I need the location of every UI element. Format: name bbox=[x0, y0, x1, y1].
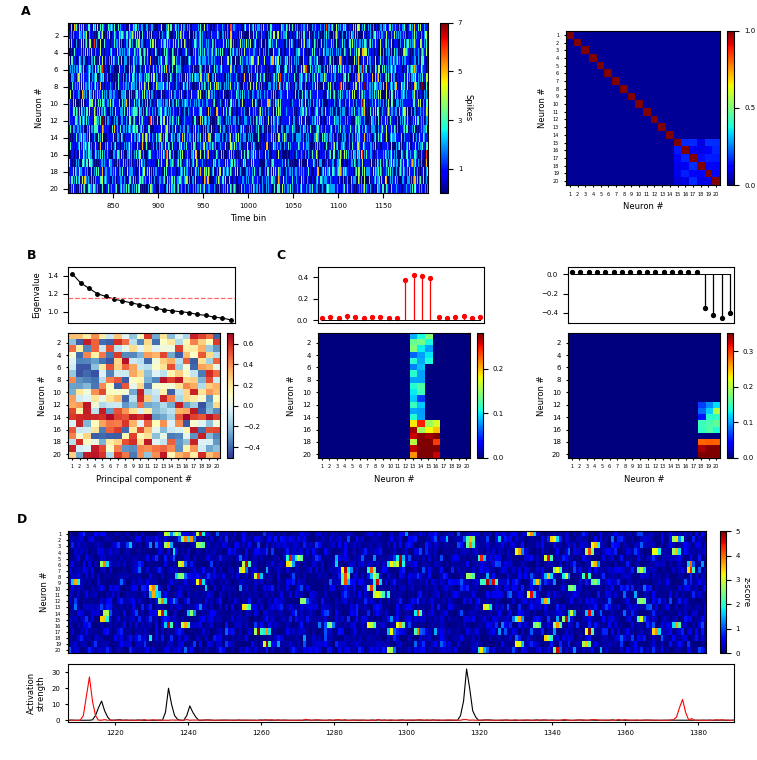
X-axis label: Neuron #: Neuron # bbox=[624, 475, 664, 484]
Text: A: A bbox=[21, 5, 31, 17]
Y-axis label: Eigenvalue: Eigenvalue bbox=[33, 271, 42, 318]
Y-axis label: Neuron #: Neuron # bbox=[537, 375, 547, 416]
Y-axis label: Neuron #: Neuron # bbox=[538, 87, 547, 128]
Text: B: B bbox=[26, 249, 36, 262]
Y-axis label: Neuron #: Neuron # bbox=[38, 375, 47, 416]
Y-axis label: Neuron #: Neuron # bbox=[40, 572, 49, 613]
Text: D: D bbox=[17, 513, 27, 526]
X-axis label: Time bin: Time bin bbox=[230, 214, 266, 223]
X-axis label: Neuron #: Neuron # bbox=[374, 475, 414, 484]
X-axis label: Principal component #: Principal component # bbox=[96, 475, 192, 484]
Y-axis label: z-score: z-score bbox=[742, 577, 751, 607]
Text: C: C bbox=[276, 249, 285, 262]
Y-axis label: Neuron #: Neuron # bbox=[35, 87, 44, 128]
X-axis label: Neuron #: Neuron # bbox=[623, 202, 663, 211]
Y-axis label: Spikes: Spikes bbox=[463, 94, 472, 122]
Y-axis label: Activation
strength: Activation strength bbox=[26, 672, 46, 714]
Y-axis label: Neuron #: Neuron # bbox=[288, 375, 297, 416]
